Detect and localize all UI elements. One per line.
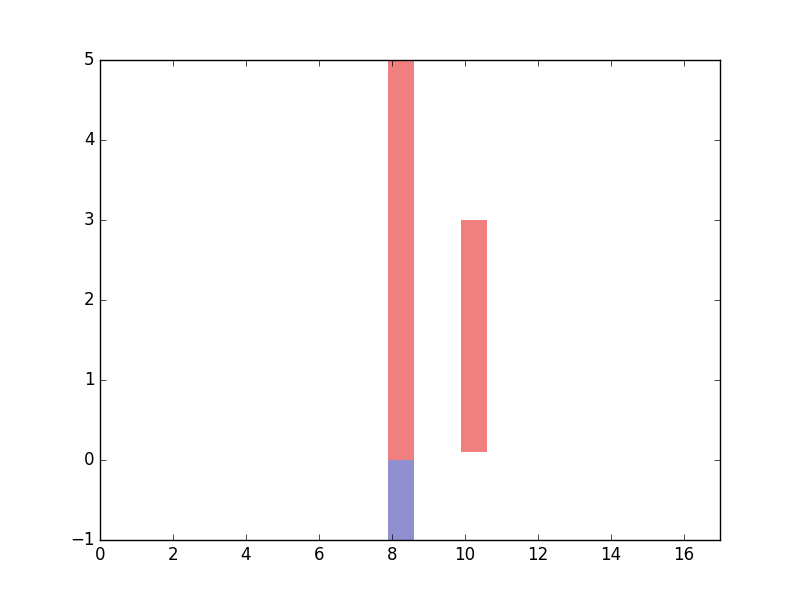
Bar	[388, 460, 414, 540]
Bar	[388, 60, 414, 460]
Bar	[461, 220, 486, 452]
